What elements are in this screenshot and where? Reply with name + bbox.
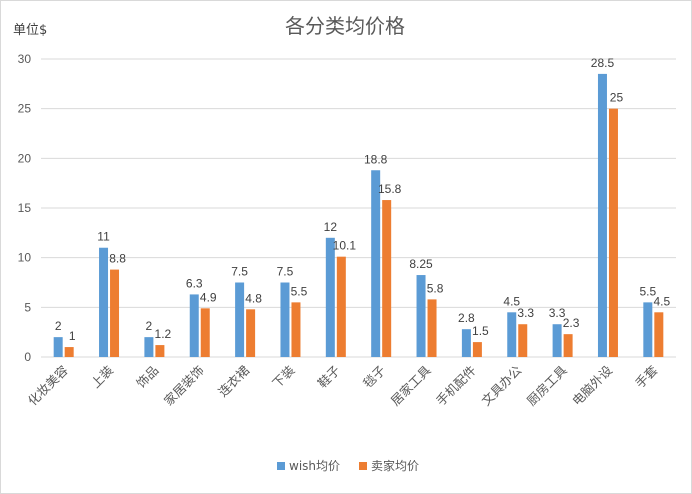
x-tick-label: 手机配件 (433, 363, 479, 409)
bar-wish-13 (643, 302, 653, 357)
y-tick-label: 0 (24, 350, 31, 364)
bar-seller-3 (200, 308, 210, 357)
bar-wish-4 (235, 282, 245, 357)
data-label: 11 (97, 230, 110, 244)
y-tick-label: 10 (18, 251, 32, 265)
data-label: 18.8 (364, 152, 388, 166)
x-tick-label: 化妆美容 (25, 363, 71, 409)
bar-wish-7 (371, 170, 381, 357)
data-label: 7.5 (231, 265, 248, 279)
data-label: 6.3 (186, 276, 203, 290)
y-axis-ticks: 0 5 10 15 20 25 30 (18, 52, 32, 364)
data-label: 15.8 (378, 182, 402, 196)
bar-seller-10 (518, 324, 528, 357)
bar-wish-6 (325, 237, 335, 357)
y-tick-label: 5 (24, 300, 31, 314)
x-tick-label: 毯子 (360, 363, 388, 391)
data-label: 2 (55, 319, 62, 333)
bar-wish-5 (280, 282, 290, 357)
x-tick-label: 家居装饰 (161, 363, 207, 409)
x-tick-label: 电脑外设 (569, 362, 615, 408)
x-tick-label: 连衣裙 (215, 362, 252, 399)
data-label: 2 (146, 319, 153, 333)
data-label: 28.5 (591, 56, 615, 70)
y-axis-label: 单位$ (13, 23, 47, 38)
data-label: 7.5 (277, 265, 294, 279)
x-tick-label: 下装 (269, 363, 297, 391)
bar-seller-11 (563, 334, 573, 357)
bar-seller-4 (246, 309, 256, 357)
x-tick-label: 厨房工具 (524, 362, 570, 408)
bar-wish-11 (552, 324, 562, 357)
y-tick-label: 20 (18, 151, 32, 165)
data-label: 1 (69, 329, 76, 343)
data-label: 1.5 (472, 324, 489, 338)
data-label: 5.8 (427, 281, 444, 295)
bar-seller-13 (654, 312, 664, 357)
data-label: 12 (324, 220, 338, 234)
data-label: 4.9 (200, 290, 217, 304)
x-tick-label: 文具办公 (478, 362, 524, 408)
bar-wish-10 (507, 312, 517, 357)
x-tick-label: 饰品 (133, 363, 161, 391)
x-axis-ticks: 化妆美容 上装 饰品 家居装饰 连衣裙 下装 鞋子 毯子 居家工具 手机配件 文具办公 厨房工具 电脑外… (25, 362, 661, 408)
bar-seller-12 (608, 108, 618, 358)
data-label: 2.8 (458, 311, 475, 325)
bars (53, 73, 664, 358)
bar-wish-3 (189, 294, 199, 357)
bar-wish-1 (99, 247, 109, 357)
chart-title: 各分类均价格 (285, 14, 405, 38)
bar-seller-2 (155, 345, 165, 357)
legend-swatch (359, 462, 367, 470)
bar-wish-12 (597, 73, 607, 358)
y-tick-label: 30 (18, 52, 32, 66)
data-label: 2.3 (563, 316, 580, 330)
data-label: 8.25 (409, 257, 433, 271)
bar-seller-6 (336, 256, 346, 357)
data-label: 3.3 (517, 306, 534, 320)
bar-seller-8 (427, 299, 437, 357)
bar-seller-1 (110, 269, 120, 357)
data-label: 25 (610, 91, 624, 105)
y-tick-label: 25 (18, 102, 32, 116)
data-label: 4.8 (245, 291, 262, 305)
data-label: 3.3 (549, 306, 566, 320)
data-label: 4.5 (653, 294, 670, 308)
legend-swatch (277, 462, 285, 470)
bar-wish-2 (144, 337, 154, 357)
legend-label: 卖家均价 (371, 458, 419, 473)
data-labels: 21118.821.26.34.97.54.87.55.51210.118.81… (55, 56, 671, 343)
data-label: 4.5 (503, 294, 520, 308)
x-tick-label: 上装 (88, 363, 116, 391)
bar-seller-0 (64, 347, 74, 357)
data-label: 5.5 (639, 284, 656, 298)
data-label: 1.2 (155, 327, 172, 341)
gridlines (41, 58, 676, 358)
bar-wish-9 (461, 329, 471, 357)
x-tick-label: 手套 (632, 362, 661, 391)
bar-seller-7 (382, 200, 392, 357)
data-label: 8.8 (109, 252, 126, 266)
data-label: 5.5 (291, 284, 308, 298)
bar-seller-9 (472, 342, 482, 357)
x-tick-label: 居家工具 (388, 362, 434, 408)
data-label: 10.1 (333, 239, 357, 253)
bar-wish-0 (53, 337, 63, 357)
x-tick-label: 鞋子 (315, 363, 343, 391)
bar-seller-5 (291, 302, 301, 357)
bar-wish-8 (416, 275, 426, 357)
legend: wish均价 卖家均价 (277, 458, 419, 473)
legend-label: wish均价 (289, 459, 340, 473)
y-tick-label: 15 (18, 201, 32, 215)
